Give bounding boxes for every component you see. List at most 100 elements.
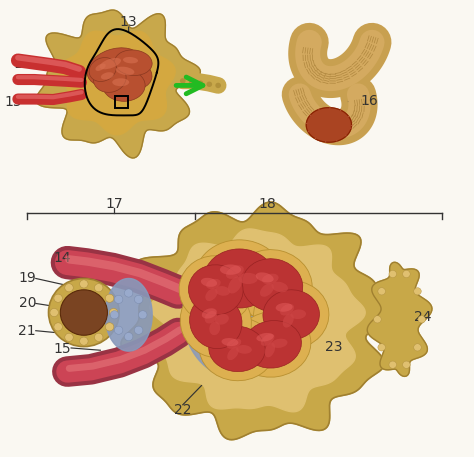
- Text: 14: 14: [14, 57, 31, 71]
- Circle shape: [269, 309, 281, 320]
- Text: 22: 22: [174, 403, 191, 417]
- Ellipse shape: [262, 274, 279, 284]
- Ellipse shape: [89, 58, 116, 81]
- Ellipse shape: [276, 303, 292, 312]
- Text: 14: 14: [54, 251, 72, 265]
- Circle shape: [215, 83, 221, 88]
- Text: 18: 18: [259, 197, 276, 211]
- Ellipse shape: [112, 78, 129, 86]
- Circle shape: [418, 316, 426, 323]
- Circle shape: [231, 354, 243, 365]
- Ellipse shape: [105, 58, 152, 90]
- Ellipse shape: [256, 333, 273, 341]
- Ellipse shape: [265, 342, 275, 357]
- Circle shape: [378, 287, 385, 295]
- Ellipse shape: [260, 283, 274, 297]
- Ellipse shape: [210, 322, 220, 335]
- Polygon shape: [150, 229, 365, 412]
- Text: 23: 23: [325, 340, 342, 354]
- Circle shape: [264, 332, 275, 342]
- Ellipse shape: [123, 57, 138, 64]
- Circle shape: [402, 361, 410, 368]
- Ellipse shape: [242, 259, 303, 312]
- Circle shape: [80, 280, 88, 288]
- Text: 20: 20: [18, 297, 36, 310]
- Text: 24: 24: [414, 310, 432, 324]
- Text: 21: 21: [18, 324, 36, 338]
- Ellipse shape: [227, 339, 241, 349]
- Ellipse shape: [255, 272, 273, 282]
- Circle shape: [54, 294, 63, 303]
- Circle shape: [212, 348, 224, 359]
- Circle shape: [199, 332, 210, 342]
- Bar: [115, 96, 128, 108]
- Text: 15: 15: [4, 95, 22, 109]
- Ellipse shape: [206, 279, 221, 289]
- Text: 17: 17: [106, 197, 123, 211]
- Ellipse shape: [238, 273, 258, 284]
- Polygon shape: [121, 202, 394, 440]
- Ellipse shape: [200, 317, 274, 381]
- Polygon shape: [58, 31, 175, 135]
- Circle shape: [94, 284, 103, 292]
- Ellipse shape: [243, 320, 301, 368]
- Circle shape: [189, 79, 194, 85]
- Circle shape: [105, 294, 114, 303]
- Ellipse shape: [209, 326, 265, 372]
- Ellipse shape: [189, 265, 243, 315]
- Ellipse shape: [221, 338, 238, 346]
- Text: 16: 16: [360, 94, 378, 108]
- Circle shape: [138, 311, 147, 319]
- Circle shape: [114, 326, 123, 335]
- Ellipse shape: [103, 69, 145, 101]
- Circle shape: [231, 265, 243, 276]
- Circle shape: [65, 284, 73, 292]
- Ellipse shape: [87, 48, 142, 87]
- Ellipse shape: [93, 65, 126, 92]
- Circle shape: [193, 309, 205, 320]
- Ellipse shape: [291, 309, 306, 319]
- Polygon shape: [183, 251, 291, 378]
- Ellipse shape: [236, 345, 252, 354]
- Circle shape: [199, 287, 210, 298]
- Ellipse shape: [195, 240, 284, 317]
- Polygon shape: [306, 108, 352, 142]
- Polygon shape: [367, 262, 432, 377]
- Ellipse shape: [95, 64, 106, 71]
- Ellipse shape: [261, 334, 274, 346]
- Circle shape: [378, 344, 385, 351]
- Polygon shape: [105, 278, 152, 351]
- Circle shape: [250, 348, 262, 359]
- Ellipse shape: [272, 282, 288, 292]
- Circle shape: [65, 333, 73, 341]
- Circle shape: [124, 289, 133, 297]
- Circle shape: [114, 295, 123, 303]
- Polygon shape: [36, 10, 201, 158]
- Ellipse shape: [100, 58, 121, 69]
- Circle shape: [212, 271, 224, 282]
- Ellipse shape: [204, 249, 275, 308]
- Ellipse shape: [233, 250, 312, 321]
- Ellipse shape: [205, 311, 217, 324]
- Circle shape: [80, 337, 88, 345]
- Text: 15: 15: [54, 342, 72, 356]
- Ellipse shape: [272, 339, 288, 348]
- Circle shape: [389, 361, 396, 368]
- Circle shape: [48, 278, 119, 346]
- Ellipse shape: [226, 266, 244, 279]
- Ellipse shape: [215, 314, 229, 324]
- Circle shape: [402, 271, 410, 277]
- Circle shape: [389, 271, 396, 277]
- Ellipse shape: [283, 314, 294, 328]
- Ellipse shape: [227, 347, 239, 360]
- Circle shape: [124, 333, 133, 340]
- Circle shape: [134, 295, 143, 303]
- Circle shape: [105, 323, 114, 331]
- Ellipse shape: [220, 265, 241, 275]
- Ellipse shape: [115, 50, 152, 75]
- Circle shape: [198, 80, 203, 86]
- Ellipse shape: [201, 278, 217, 287]
- Circle shape: [374, 316, 381, 323]
- Circle shape: [50, 308, 58, 317]
- Ellipse shape: [263, 290, 319, 340]
